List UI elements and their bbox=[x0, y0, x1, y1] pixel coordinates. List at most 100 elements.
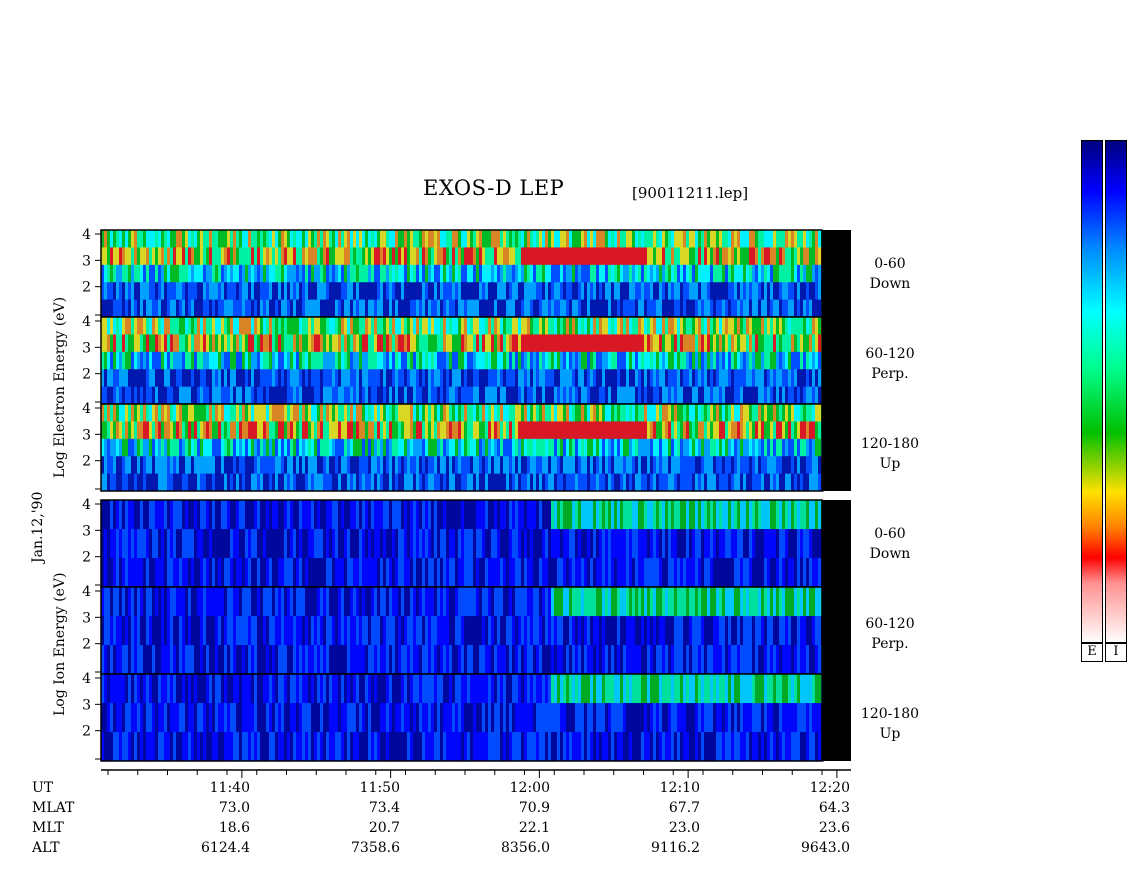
spectrogram-cell bbox=[410, 587, 413, 617]
spectrogram-cell bbox=[746, 438, 749, 457]
spectrogram-cell bbox=[635, 386, 638, 405]
spectrogram-cell bbox=[362, 529, 365, 559]
spectrogram-cell bbox=[500, 369, 503, 388]
spectrogram-cell bbox=[203, 247, 206, 266]
spectrogram-cell bbox=[770, 386, 773, 405]
spectrogram-cell bbox=[758, 438, 761, 457]
spectrogram-cell bbox=[692, 282, 695, 301]
spectrogram-cell bbox=[548, 616, 551, 646]
spectrogram-cell bbox=[326, 456, 329, 475]
spectrogram-cell bbox=[491, 404, 494, 422]
spectrogram-cell bbox=[485, 438, 488, 457]
spectrogram-cell bbox=[386, 264, 389, 283]
spectrogram-cell bbox=[221, 473, 224, 492]
spectrogram-cell bbox=[290, 587, 293, 617]
spectrogram-cell bbox=[614, 282, 617, 301]
spectrogram-cell bbox=[704, 369, 707, 388]
spectrogram-cell bbox=[311, 558, 314, 588]
spectrogram-cell bbox=[527, 438, 530, 457]
spectrogram-cell bbox=[476, 558, 479, 588]
spectrogram-cell bbox=[194, 264, 197, 283]
spectrogram-cell bbox=[491, 645, 494, 675]
spectrogram-cell bbox=[782, 317, 785, 335]
spectrogram-cell bbox=[536, 369, 539, 388]
y-tick-label: 4 bbox=[82, 227, 91, 243]
spectrogram-cell bbox=[173, 558, 176, 588]
spectrogram-cell bbox=[698, 645, 701, 675]
spectrogram-cell bbox=[581, 404, 584, 422]
spectrogram-cell bbox=[596, 230, 599, 248]
spectrogram-cell bbox=[446, 500, 449, 530]
spectrogram-cell bbox=[635, 558, 638, 588]
spectrogram-cell bbox=[764, 500, 767, 530]
spectrogram-cell bbox=[698, 473, 701, 492]
spectrogram-cell bbox=[305, 282, 308, 301]
spectrogram-cell bbox=[470, 616, 473, 646]
spectrogram-cell bbox=[359, 317, 362, 335]
spectrogram-cell bbox=[701, 558, 704, 588]
spectrogram-cell bbox=[761, 317, 764, 335]
spectrogram-cell bbox=[476, 247, 479, 266]
spectrogram-cell bbox=[437, 264, 440, 283]
spectrogram-cell bbox=[812, 369, 815, 388]
spectrogram-cell bbox=[413, 616, 416, 646]
spectrogram-cell bbox=[569, 456, 572, 475]
spectrogram-cell bbox=[395, 500, 398, 530]
spectrogram-cell bbox=[599, 500, 602, 530]
spectrogram-cell bbox=[413, 369, 416, 388]
spectrogram-cell bbox=[191, 404, 194, 422]
spectrogram-cell bbox=[707, 456, 710, 475]
spectrogram-cell bbox=[248, 473, 251, 492]
spectrogram-cell bbox=[503, 645, 506, 675]
spectrogram-cell bbox=[656, 645, 659, 675]
spectrogram-cell bbox=[368, 473, 371, 492]
spectrogram-cell bbox=[557, 317, 560, 335]
spectrogram-cell bbox=[557, 230, 560, 248]
spectrogram-cell bbox=[725, 299, 728, 318]
spectrogram-cell bbox=[803, 529, 806, 559]
spectrogram-cell bbox=[131, 587, 134, 617]
spectrogram-cell bbox=[317, 438, 320, 457]
spectrogram-cell bbox=[623, 421, 626, 440]
spectrogram-cell bbox=[608, 369, 611, 388]
spectrogram-cell bbox=[677, 587, 680, 617]
spectrogram-cell bbox=[302, 616, 305, 646]
spectrogram-cell bbox=[422, 247, 425, 266]
spectrogram-cell bbox=[188, 386, 191, 405]
spectrogram-cell bbox=[122, 386, 125, 405]
spectrogram-cell bbox=[746, 334, 749, 353]
spectrogram-cell bbox=[449, 264, 452, 283]
spectrogram-cell bbox=[455, 456, 458, 475]
spectrogram-cell bbox=[761, 404, 764, 422]
spectrogram-cell bbox=[416, 645, 419, 675]
spectrogram-cell bbox=[530, 616, 533, 646]
spectrogram-cell bbox=[725, 334, 728, 353]
spectrogram-cell bbox=[293, 299, 296, 318]
spectrogram-cell bbox=[572, 421, 575, 440]
spectrogram-cell bbox=[515, 247, 518, 266]
spectrogram-cell bbox=[731, 456, 734, 475]
spectrogram-cell bbox=[638, 317, 641, 335]
spectrogram-cell bbox=[500, 456, 503, 475]
spectrogram-cell bbox=[653, 473, 656, 492]
spectrogram-cell bbox=[446, 317, 449, 335]
spectrogram-cell bbox=[323, 438, 326, 457]
spectrogram-cell bbox=[524, 264, 527, 283]
spectrogram-cell bbox=[362, 386, 365, 405]
spectrogram-cell bbox=[461, 587, 464, 617]
spectrogram-cell bbox=[398, 264, 401, 283]
spectrogram-cell bbox=[713, 282, 716, 301]
spectrogram-cell bbox=[233, 473, 236, 492]
spectrogram-cell bbox=[581, 282, 584, 301]
spectrogram-cell bbox=[680, 456, 683, 475]
spectrogram-cell bbox=[326, 264, 329, 283]
spectrogram-cell bbox=[176, 369, 179, 388]
spectrogram-cell bbox=[266, 282, 269, 301]
spectrogram-cell bbox=[455, 282, 458, 301]
spectrogram-cell bbox=[512, 473, 515, 492]
spectrogram-cell bbox=[353, 438, 356, 457]
spectrogram-cell bbox=[740, 438, 743, 457]
spectrogram-cell bbox=[368, 299, 371, 318]
spectrogram-cell bbox=[572, 299, 575, 318]
spectrogram-cell bbox=[584, 473, 587, 492]
